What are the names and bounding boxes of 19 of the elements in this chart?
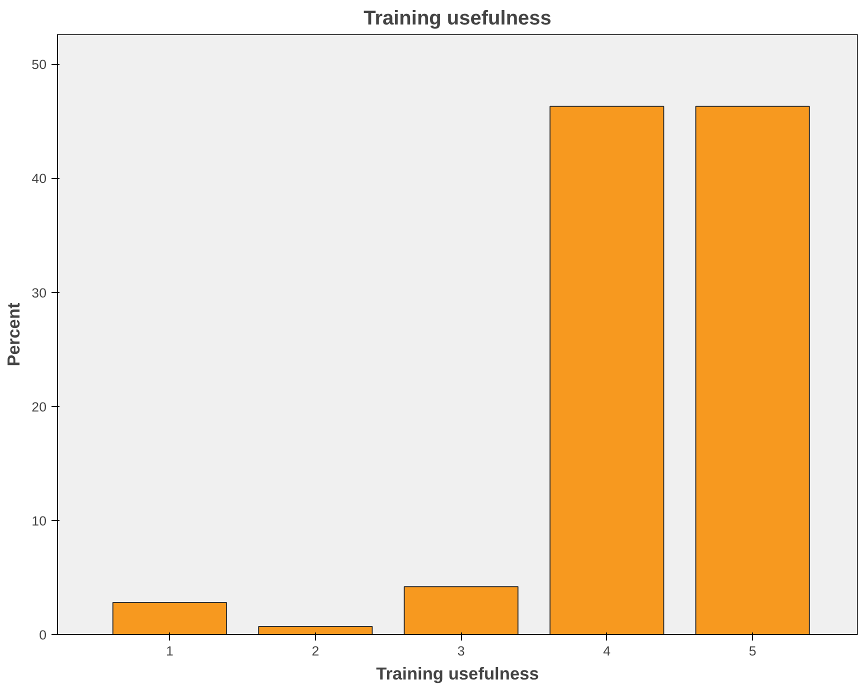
x-axis-title: Training usefulness	[376, 664, 539, 684]
y-tick-label: 0	[39, 628, 47, 642]
x-tick-label: 2	[312, 644, 320, 658]
bar	[258, 626, 373, 634]
bar	[112, 602, 228, 634]
y-tick-label: 20	[32, 399, 47, 414]
y-axis-title: Percent	[4, 302, 24, 366]
x-tick-label: 1	[166, 644, 174, 658]
y-tick-label: 10	[32, 513, 47, 528]
y-tick-label: 30	[32, 285, 47, 300]
bar	[404, 586, 518, 634]
y-tick-label: 40	[32, 171, 47, 186]
y-tick-label: 50	[32, 57, 47, 72]
x-tick-label: 4	[603, 644, 612, 658]
bar	[550, 106, 664, 634]
chart-title: Training usefulness	[364, 8, 552, 30]
x-tick-label: 3	[457, 644, 465, 658]
x-tick-label: 5	[748, 644, 756, 658]
bar	[695, 106, 810, 634]
